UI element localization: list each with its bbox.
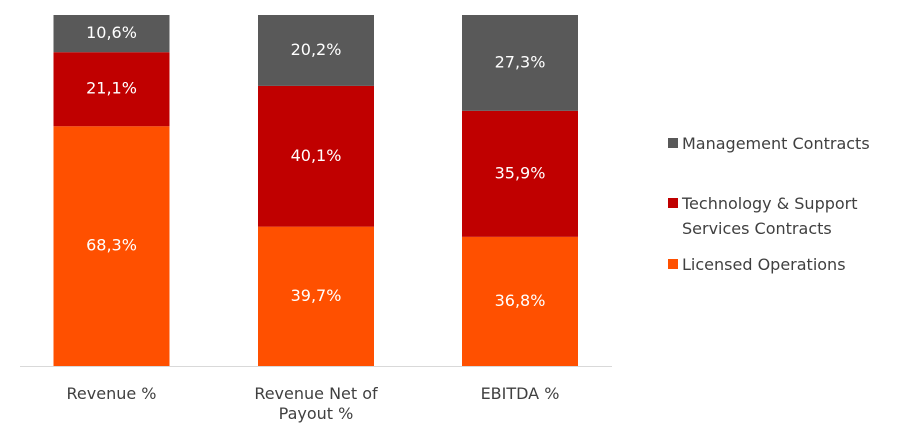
legend-label: Technology & Support Services Contracts	[682, 194, 858, 238]
legend-entry: Management Contracts	[668, 131, 908, 156]
value-label: 39,7%	[291, 286, 342, 305]
bar-segment	[53, 52, 170, 127]
legend-swatch	[668, 259, 678, 269]
legend-swatch	[668, 138, 678, 148]
value-label: 10,6%	[86, 23, 137, 42]
value-label: 35,9%	[495, 163, 546, 182]
value-label: 20,2%	[291, 40, 342, 59]
legend-swatch	[668, 198, 678, 208]
legend-label: Licensed Operations	[682, 255, 846, 274]
bar-segment	[258, 226, 374, 366]
value-label: 40,1%	[291, 146, 342, 165]
legend-entry: Licensed Operations	[668, 252, 908, 277]
x-tick-label: EBITDA %	[480, 384, 560, 403]
legend-label: Management Contracts	[682, 134, 870, 153]
bar-segment	[53, 15, 170, 53]
bar-segment	[462, 236, 578, 366]
x-tick-label: Revenue %	[66, 384, 157, 403]
value-label: 36,8%	[495, 291, 546, 310]
x-tick-label: Revenue Net of Payout %	[254, 384, 378, 423]
value-label: 68,3%	[86, 236, 137, 255]
bar-segment	[462, 15, 578, 111]
bar-segment	[462, 110, 578, 237]
bar-segment	[258, 85, 374, 227]
value-label: 27,3%	[495, 52, 546, 71]
value-label: 21,1%	[86, 79, 137, 98]
bar-segment	[53, 126, 170, 366]
legend-entry: Technology & Support Services Contracts	[668, 191, 908, 241]
bar-segment	[258, 15, 374, 86]
